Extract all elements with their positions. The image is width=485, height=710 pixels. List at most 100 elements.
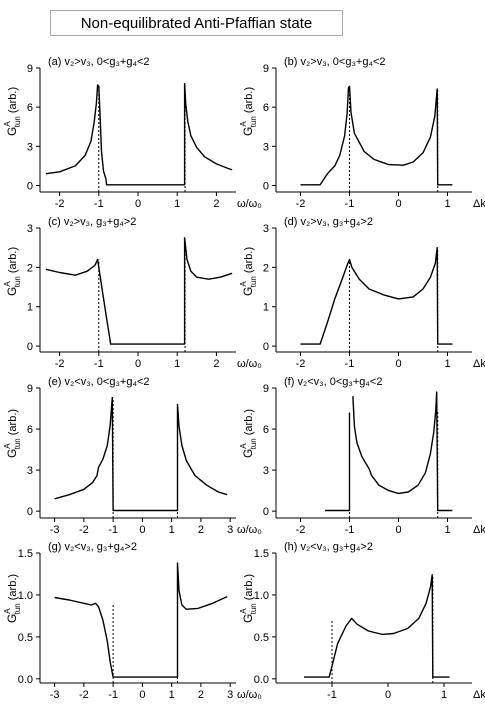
panel-label: (a) v₂>v₃, 0<g₃+g₄<2 — [48, 56, 150, 68]
panel-e: -3 -2 -1 0 1 2 3 0 3 6 9 ω/ω₀ GAtun(arb.) (e) v₂<v₃, … — [3, 376, 262, 536]
x-tick-label: -1 — [345, 198, 355, 210]
y-tick-label: 0.5 — [254, 632, 269, 644]
x-tick-label: -1 — [94, 358, 104, 370]
x-tick-label: 2 — [213, 358, 219, 370]
panel-label: (c) v₂>v₃, g₃+g₄>2 — [48, 216, 136, 228]
panel-h: -1 0 1 0.0 0.5 1.0 1.5 Δk/Δk₀ GAtun(arb.) (h) v₂<… — [239, 541, 485, 701]
panel-label: (f) v₂<v₃, 0<g₃+g₄<2 — [284, 376, 382, 388]
x-tick-label: -1 — [94, 198, 104, 210]
panel-label: (g) v₂<v₃, g₃+g₄>2 — [48, 541, 137, 553]
x-tick-label: -1 — [327, 689, 337, 701]
y-tick-label: 3 — [263, 223, 269, 235]
series-line — [304, 574, 450, 678]
y-tick-label: 0 — [263, 180, 269, 192]
x-tick-label: -2 — [55, 198, 65, 210]
y-tick-label: 3 — [27, 465, 33, 477]
x-tick-label: -3 — [50, 689, 60, 701]
x-tick-label: -1 — [345, 358, 355, 370]
x-axis-label: Δk/Δk₀ — [473, 198, 485, 210]
y-tick-label: 1.0 — [18, 590, 33, 602]
y-axis-label: GAtun(arb.) — [3, 574, 22, 623]
x-tick-label: -2 — [79, 524, 89, 536]
x-tick-label: 0 — [385, 689, 391, 701]
panel-g: -3 -2 -1 0 1 2 3 0.0 0.5 1.0 1.5 ω/ω₀ GAtun(arb.) (g)… — [3, 541, 262, 701]
series-line — [352, 391, 453, 512]
x-tick-label: 1 — [444, 358, 450, 370]
x-tick-label: 1 — [444, 198, 450, 210]
x-tick-label: -2 — [296, 524, 306, 536]
panel-label: (b) v₂>v₃, 0<g₃+g₄<2 — [284, 56, 386, 68]
y-tick-label: 3 — [27, 223, 33, 235]
x-axis-label: Δk/Δk₀ — [473, 358, 485, 370]
y-tick-label: 0 — [27, 341, 33, 353]
y-tick-label: 3 — [263, 141, 269, 153]
x-tick-label: 0 — [135, 198, 141, 210]
panel-label: (h) v₂<v₃, g₃+g₄>2 — [284, 541, 373, 553]
series-line — [54, 396, 228, 512]
panel-a: -2 -1 0 1 2 0 3 6 9 ω/ω₀ GAtun(arb.) (a) v₂>v₃, 0<g… — [3, 56, 262, 210]
y-axis-label: GAtun(arb.) — [239, 247, 258, 296]
y-axis-label: GAtun(arb.) — [3, 409, 22, 458]
y-axis-label: GAtun(arb.) — [239, 87, 258, 136]
x-tick-label: 1 — [441, 689, 447, 701]
y-tick-label: 9 — [263, 383, 269, 395]
panel-c: -2 -1 0 1 2 0 1 2 3 ω/ω₀ GAtun(arb.) (c) v₂>v₃, g₃+… — [3, 216, 262, 370]
x-tick-label: 2 — [213, 198, 219, 210]
y-tick-label: 3 — [263, 465, 269, 477]
y-tick-label: 6 — [263, 102, 269, 114]
figure-title-box: Non-equilibrated Anti-Pfaffian state — [50, 10, 343, 36]
y-tick-label: 2 — [27, 262, 33, 274]
x-tick-label: -1 — [345, 524, 355, 536]
x-tick-label: 3 — [227, 524, 233, 536]
y-tick-label: 6 — [27, 424, 33, 436]
x-tick-label: -1 — [108, 689, 118, 701]
y-tick-label: 9 — [27, 63, 33, 75]
series-line — [45, 237, 233, 345]
y-tick-label: 6 — [27, 102, 33, 114]
y-tick-label: 0 — [27, 180, 33, 192]
series-line — [325, 412, 351, 512]
panel-b: -2 -1 0 1 0 3 6 9 Δk/Δk₀ GAtun(arb.) (b) v₂>v₃, 0<… — [239, 56, 485, 210]
series-line — [300, 247, 453, 345]
figure-title: Non-equilibrated Anti-Pfaffian state — [80, 15, 313, 32]
x-tick-label: 1 — [169, 524, 175, 536]
x-axis-label: Δk/Δk₀ — [473, 689, 485, 701]
x-tick-label: 0 — [395, 198, 401, 210]
x-tick-label: 2 — [198, 689, 204, 701]
y-tick-label: 0.5 — [18, 632, 33, 644]
panel-f: -2 -1 0 1 0 3 6 9 Δk/Δk₀ GAtun(arb.) (f) v₂<v₃, 0<… — [239, 376, 485, 536]
y-tick-label: 1.0 — [254, 590, 269, 602]
y-tick-label: 9 — [27, 383, 33, 395]
y-tick-label: 1 — [27, 302, 33, 314]
x-axis-label: Δk/Δk₀ — [473, 524, 485, 536]
y-tick-label: 0.0 — [18, 674, 33, 686]
y-tick-label: 0 — [263, 506, 269, 518]
x-tick-label: -2 — [55, 358, 65, 370]
x-tick-label: 0 — [139, 689, 145, 701]
x-axis-label: ω/ω₀ — [237, 524, 262, 536]
x-tick-label: 0 — [395, 524, 401, 536]
x-tick-label: -3 — [50, 524, 60, 536]
x-tick-label: -2 — [296, 358, 306, 370]
x-tick-label: -2 — [296, 198, 306, 210]
y-tick-label: 0 — [27, 506, 33, 518]
y-axis-label: GAtun(arb.) — [3, 247, 22, 296]
x-tick-label: 1 — [169, 689, 175, 701]
x-tick-label: 0 — [135, 358, 141, 370]
x-tick-label: 0 — [395, 358, 401, 370]
x-axis-label: ω/ω₀ — [237, 689, 262, 701]
x-axis-label: ω/ω₀ — [237, 198, 262, 210]
x-tick-label: 1 — [444, 524, 450, 536]
series-line — [300, 85, 453, 186]
series-line — [45, 83, 233, 186]
x-tick-label: 1 — [174, 358, 180, 370]
y-tick-label: 0 — [263, 341, 269, 353]
x-tick-label: 1 — [174, 198, 180, 210]
y-tick-label: 0.0 — [254, 674, 269, 686]
x-tick-label: -2 — [79, 689, 89, 701]
y-axis-label: GAtun(arb.) — [239, 409, 258, 458]
y-tick-label: 2 — [263, 262, 269, 274]
panel-d: -2 -1 0 1 0 1 2 3 Δk/Δk₀ GAtun(arb.) (d) v₂>v₃, g₃… — [239, 216, 485, 370]
series-line — [54, 562, 228, 678]
